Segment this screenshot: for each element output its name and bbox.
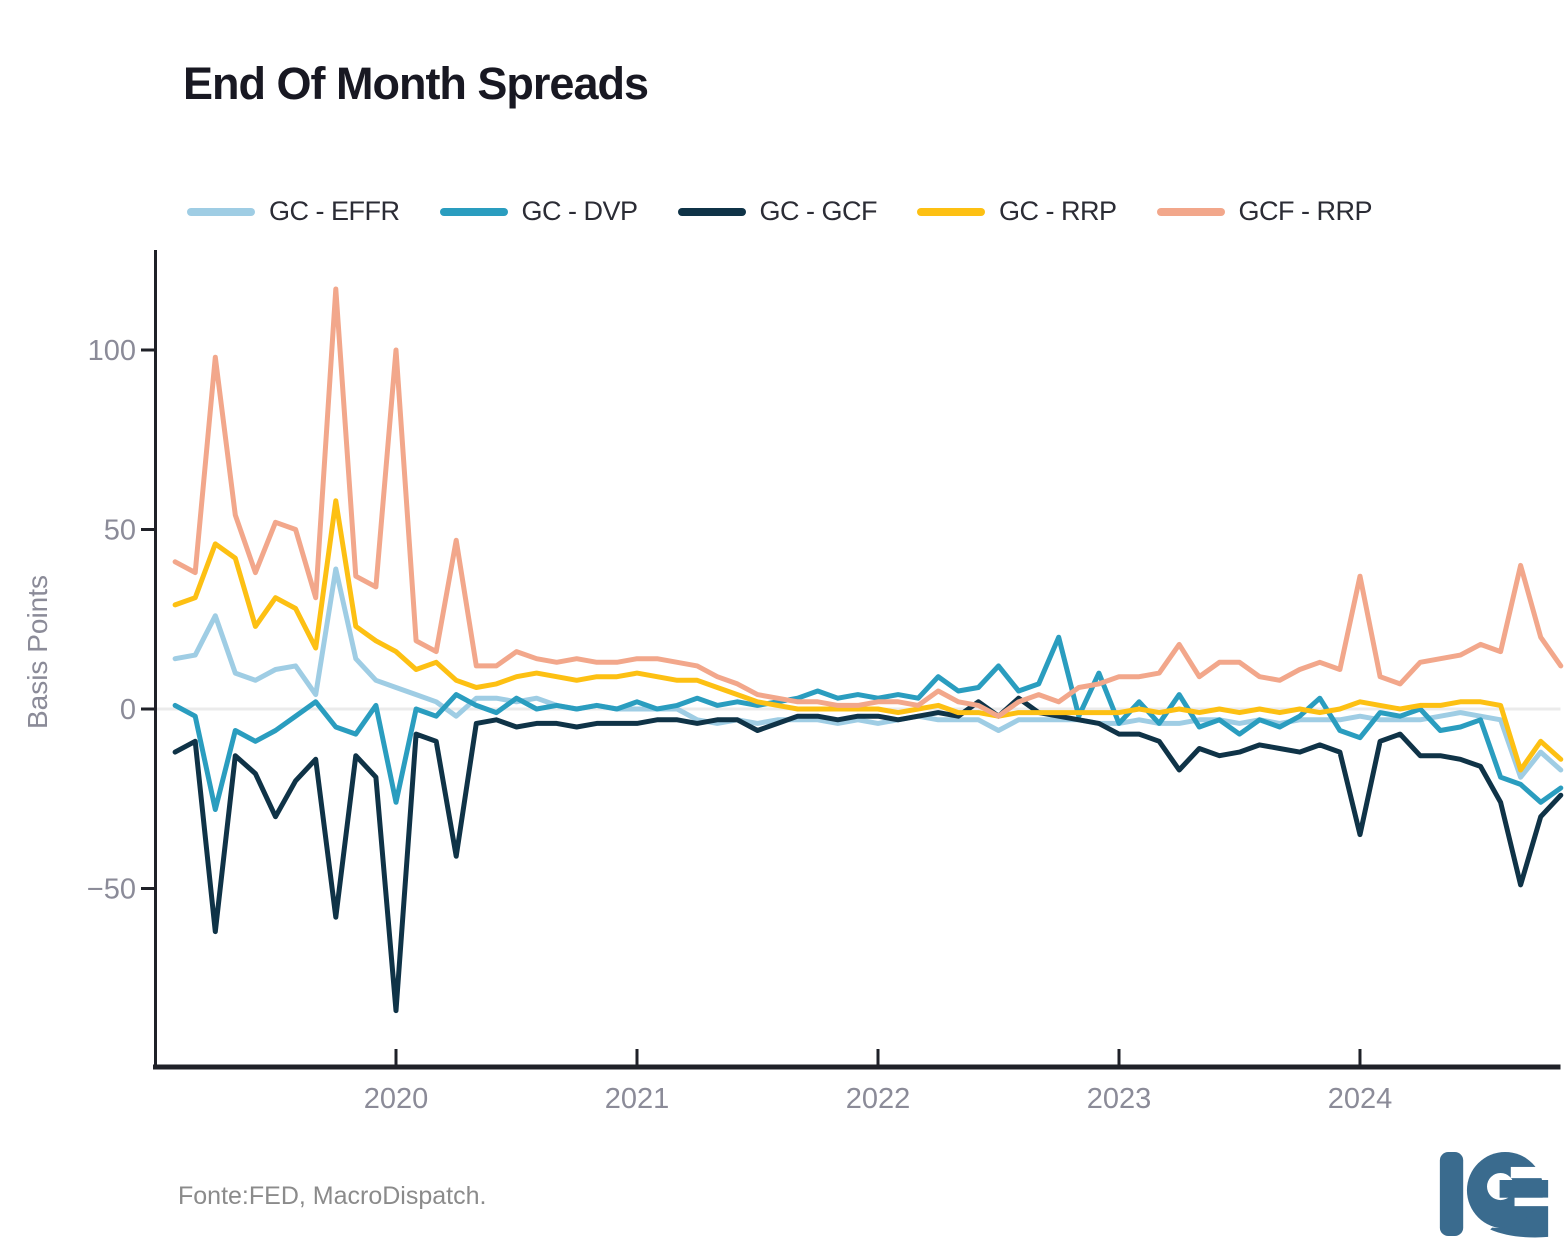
y-tick-label: 100 — [88, 335, 136, 367]
x-tick-label: 2020 — [364, 1083, 429, 1115]
legend-swatch-icon-gc-dvp — [439, 207, 508, 216]
legend-swatch-icon-gcf-rrp — [1156, 207, 1225, 216]
legend-swatch-icon-gc-effr — [187, 207, 255, 216]
series-line-gc-dvp — [172, 634, 1564, 812]
legend-label-gc-dvp: GC - DVP — [521, 196, 639, 226]
logo-i-bar — [1439, 1152, 1464, 1236]
legend-item-gcf-rrp[interactable]: GCF - RRP — [1156, 196, 1373, 227]
chart-legend: GC - EFFR GC - DVP GC - GCF GC - RRP GCF - R… — [187, 196, 1373, 227]
x-tick-label: 2024 — [1328, 1083, 1393, 1115]
logo-e-tail — [1490, 1203, 1549, 1238]
legend-item-gc-gcf[interactable]: GC - GCF — [677, 196, 878, 227]
series-line-gc-effr — [172, 566, 1564, 780]
legend-item-gc-effr[interactable]: GC - EFFR — [187, 196, 400, 227]
logo-e-gap-bottom — [1514, 1197, 1550, 1207]
series-line-gc-gcf — [172, 695, 1564, 1014]
x-tick-label: 2023 — [1087, 1083, 1152, 1115]
legend-label-gc-gcf: GC - GCF — [759, 196, 878, 226]
source-note: Fonte:FED, MacroDispatch. — [178, 1182, 487, 1210]
legend-label-gc-effr: GC - EFFR — [269, 196, 400, 226]
legend-swatch-icon-gc-rrp — [917, 207, 986, 216]
y-tick-label: 0 — [120, 694, 136, 726]
y-tick-label: 50 — [104, 515, 136, 547]
legend-label-gc-rrp: GC - RRP — [999, 196, 1117, 226]
chart-title: End Of Month Spreads — [183, 58, 649, 109]
series-line-gcf-rrp — [172, 286, 1564, 719]
x-tick-label: 2021 — [605, 1083, 670, 1115]
y-tick-label: −50 — [87, 874, 136, 906]
logo-e-crossbar — [1499, 1180, 1549, 1198]
brand-logo-icon — [1439, 1152, 1550, 1238]
legend-swatch-icon-gc-gcf — [677, 207, 746, 216]
logo-e-gap-top — [1510, 1166, 1550, 1179]
legend-label-gcf-rrp: GCF - RRP — [1238, 196, 1373, 226]
legend-item-gc-rrp[interactable]: GC - RRP — [917, 196, 1117, 227]
x-tick-label: 2022 — [846, 1083, 911, 1115]
series-line-gc-rrp — [172, 498, 1564, 773]
legend-item-gc-dvp[interactable]: GC - DVP — [439, 196, 639, 227]
